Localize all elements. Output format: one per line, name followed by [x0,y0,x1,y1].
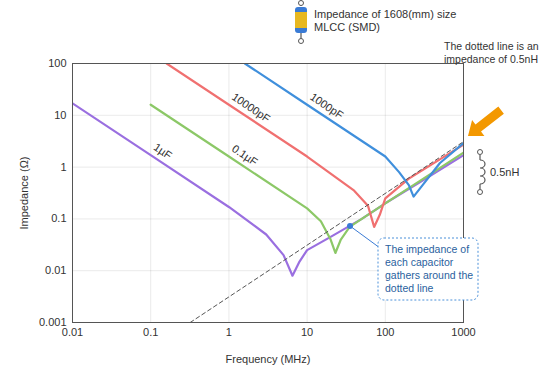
svg-text:0.1µF: 0.1µF [230,142,260,168]
svg-text:0.001: 0.001 [39,316,67,328]
svg-text:1: 1 [60,161,66,173]
svg-text:Frequency (MHz): Frequency (MHz) [226,353,311,365]
svg-text:Impedance (Ω): Impedance (Ω) [18,156,30,229]
html-text:Impedance of 1608(mm) size MLC: Impedance of 1608(mm) size MLCC (SMD) [314,8,457,33]
svg-text:0.1: 0.1 [143,326,158,338]
svg-text:10000pF: 10000pF [230,90,273,124]
svg-text:1: 1 [226,326,232,338]
html-text:0.5nH: 0.5nH [490,166,520,178]
html-text:The dotted line is an impedanc: The dotted line is an impedance of 0.5nH [444,40,539,65]
html-text:The impedance of each capacito: The impedance of each capacitor gathers … [385,243,474,294]
svg-text:100: 100 [376,326,394,338]
svg-text:100: 100 [48,57,66,69]
svg-text:0.01: 0.01 [62,326,83,338]
svg-text:1000pF: 1000pF [308,90,346,121]
svg-text:0.01: 0.01 [45,264,66,276]
svg-text:1µF: 1µF [152,141,175,162]
svg-text:1000: 1000 [451,326,475,338]
svg-text:0.1: 0.1 [51,212,66,224]
svg-text:10: 10 [54,109,66,121]
svg-text:10: 10 [301,326,313,338]
